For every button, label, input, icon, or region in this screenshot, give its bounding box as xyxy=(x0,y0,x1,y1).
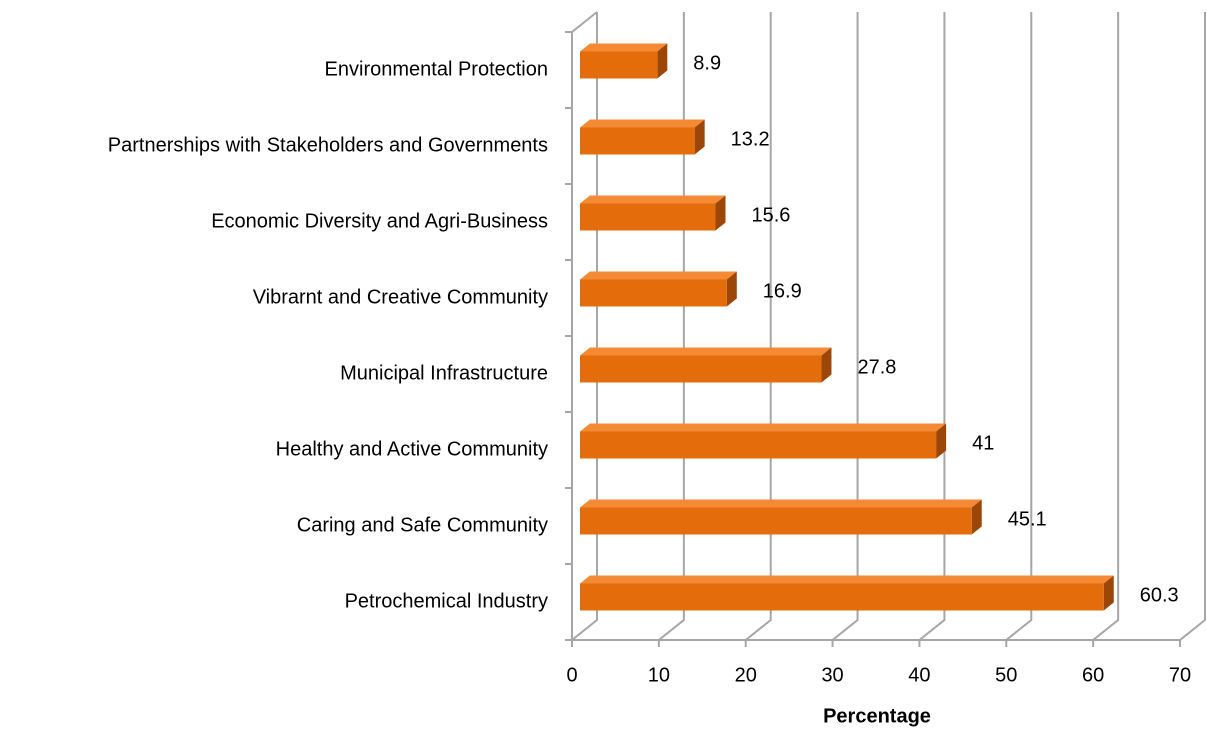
bar xyxy=(580,271,737,307)
category-label: Vibrarnt and Creative Community xyxy=(253,286,548,308)
bar-top xyxy=(580,43,668,52)
bar-top xyxy=(580,575,1114,584)
bar-front xyxy=(580,279,727,307)
bar-side xyxy=(936,423,947,459)
x-axis-title: Percentage xyxy=(823,705,931,727)
category-label: Environmental Protection xyxy=(325,58,548,80)
x-tick-label: 40 xyxy=(908,664,930,686)
data-label: 41 xyxy=(972,432,994,454)
bar-side xyxy=(821,347,832,383)
x-tick-label: 10 xyxy=(648,664,670,686)
bar xyxy=(580,195,726,231)
bar xyxy=(580,499,982,535)
bar xyxy=(580,575,1114,611)
bar-side xyxy=(1103,575,1114,611)
grid-line xyxy=(1092,12,1120,641)
data-label: 45.1 xyxy=(1008,508,1047,530)
bar-side xyxy=(971,499,982,535)
category-label: Caring and Safe Community xyxy=(297,514,548,536)
category-label: Petrochemical Industry xyxy=(345,590,548,612)
category-label: Economic Diversity and Agri-Business xyxy=(211,210,548,232)
data-label: 8.9 xyxy=(693,52,721,74)
data-label: 27.8 xyxy=(857,356,896,378)
bar-top xyxy=(580,423,947,432)
data-label: 13.2 xyxy=(731,128,770,150)
x-tick-label: 50 xyxy=(995,664,1017,686)
grid-line xyxy=(658,12,685,641)
bar-side xyxy=(694,119,705,155)
data-label: 60.3 xyxy=(1140,584,1179,606)
data-label: 16.9 xyxy=(763,280,802,302)
bar xyxy=(580,43,668,79)
category-label: Healthy and Active Community xyxy=(276,438,548,460)
bar-side xyxy=(715,195,726,231)
bar-top xyxy=(580,195,726,204)
bar-front xyxy=(580,355,822,383)
bar-top xyxy=(580,119,705,128)
bar xyxy=(580,347,832,383)
bar-top xyxy=(580,271,737,280)
x-tick-label: 70 xyxy=(1169,664,1191,686)
x-tick-label: 60 xyxy=(1082,664,1104,686)
x-tick-label: 20 xyxy=(735,664,757,686)
data-label: 15.6 xyxy=(751,204,790,226)
bar-front xyxy=(580,583,1104,611)
axis-wall xyxy=(571,11,598,640)
category-label: Partnerships with Stakeholders and Gover… xyxy=(108,134,548,156)
bar-top xyxy=(580,499,982,508)
grid-line xyxy=(1005,12,1033,641)
grid-line xyxy=(571,12,598,641)
bar-side xyxy=(657,43,668,79)
bar xyxy=(580,423,947,459)
bar-top xyxy=(580,347,832,356)
bar-front xyxy=(580,507,972,535)
bar-front xyxy=(580,127,695,155)
grid-line xyxy=(745,12,772,641)
bar-front xyxy=(580,203,716,231)
grid-line xyxy=(1179,12,1206,641)
category-label: Municipal Infrastructure xyxy=(340,362,548,384)
bar-front xyxy=(580,51,658,79)
bar-side xyxy=(726,271,737,307)
bar-front xyxy=(580,431,937,459)
grid-line xyxy=(918,12,946,641)
bar xyxy=(580,119,705,155)
x-tick-label: 0 xyxy=(566,664,577,686)
x-tick-label: 30 xyxy=(821,664,843,686)
grid-line xyxy=(831,12,859,641)
